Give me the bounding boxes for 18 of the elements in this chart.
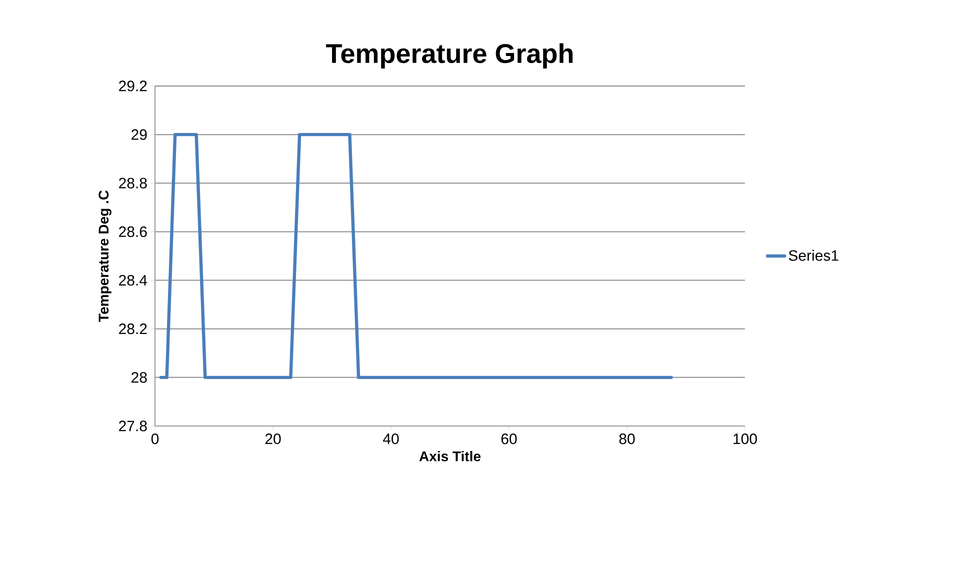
y-axis-title: Temperature Deg .C	[98, 190, 112, 322]
legend-label: Series1	[788, 250, 838, 261]
y-tick-label: 28.6	[119, 226, 147, 238]
x-tick-label: 80	[619, 434, 635, 444]
x-tick-label: 20	[265, 434, 281, 444]
x-tick-label: 0	[151, 434, 159, 444]
y-tick-label: 29	[132, 129, 147, 140]
x-axis-title: Axis Title	[419, 451, 481, 462]
chart-title: Temperature Graph	[326, 43, 573, 68]
y-tick-label: 27.8	[119, 420, 147, 432]
x-tick-label: 60	[501, 434, 517, 444]
x-tick-label: 100	[734, 434, 757, 444]
y-tick-label: 28.2	[119, 324, 147, 334]
y-tick-label: 28.8	[119, 178, 147, 188]
y-tick-label: 28.4	[119, 274, 148, 286]
y-tick-label: 28	[132, 372, 147, 383]
x-tick-label: 40	[383, 434, 399, 444]
y-tick-label: 29.2	[119, 80, 147, 92]
